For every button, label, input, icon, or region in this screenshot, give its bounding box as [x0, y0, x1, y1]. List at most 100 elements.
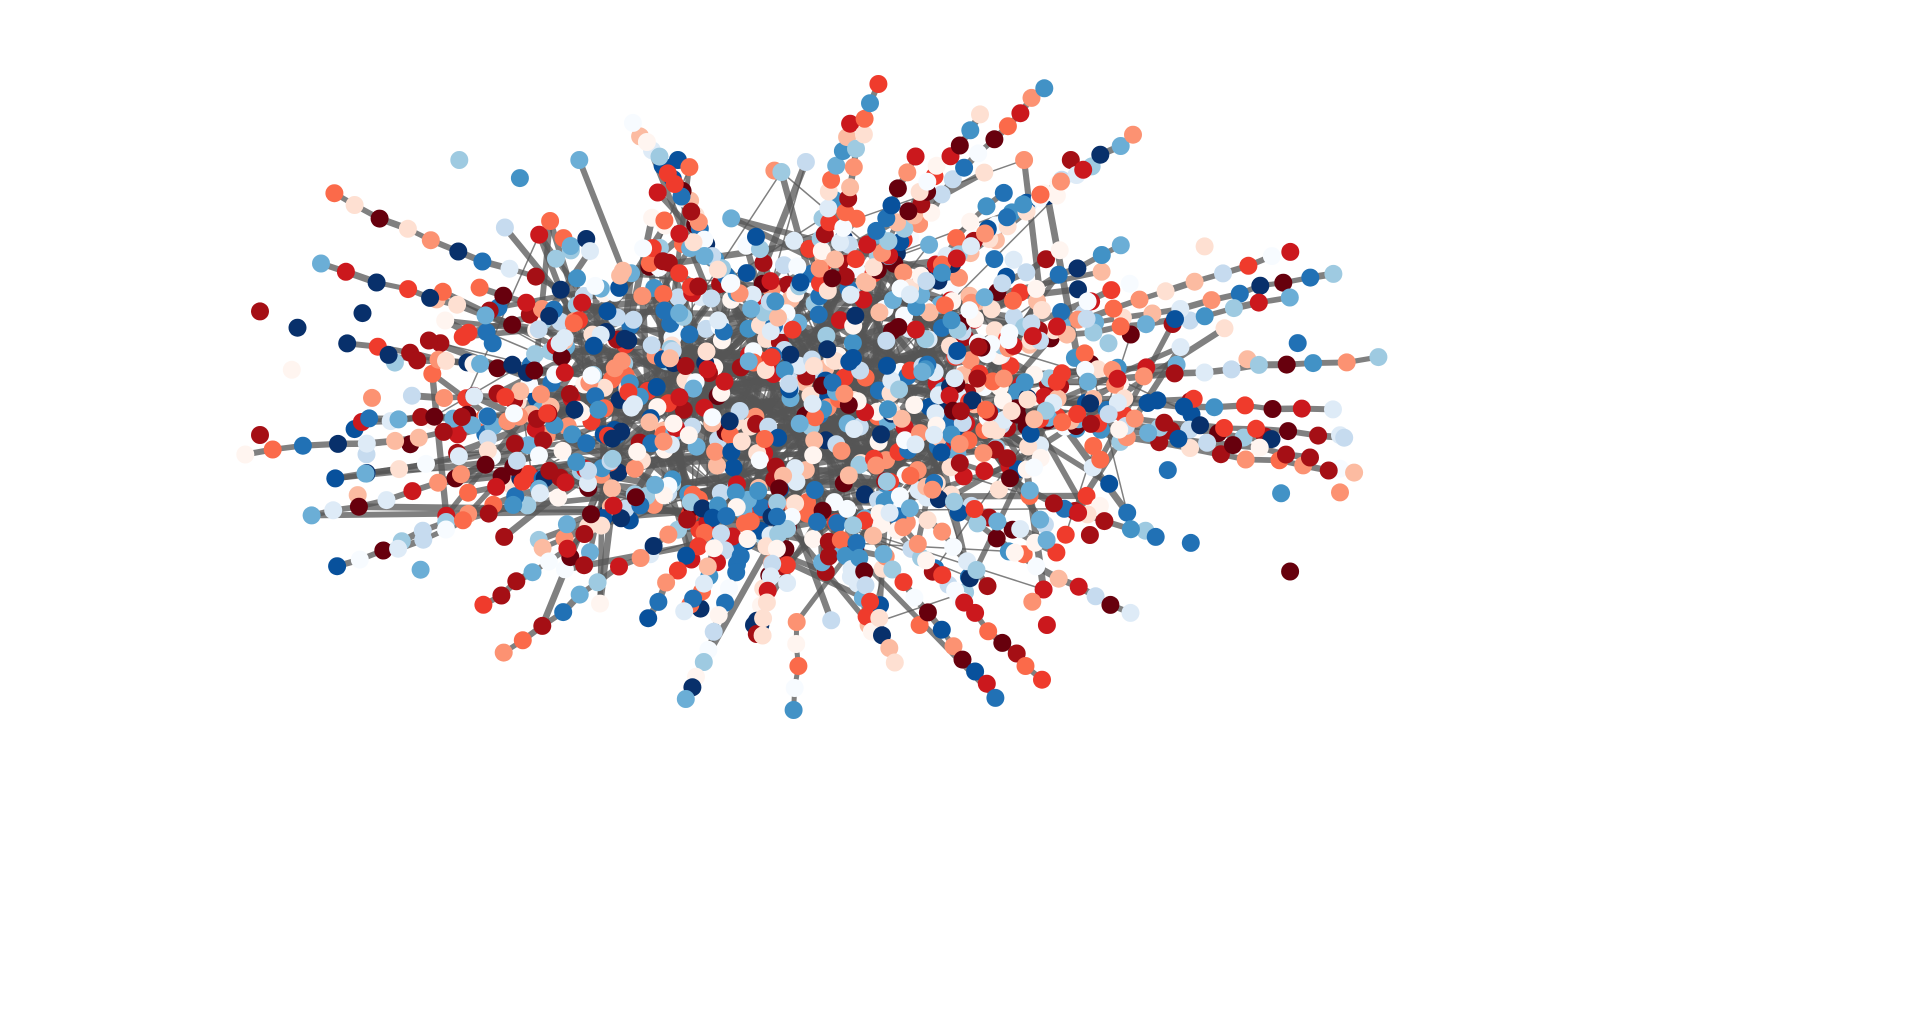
graph-node: [570, 151, 589, 169]
graph-node: [838, 499, 857, 518]
graph-node: [1037, 250, 1055, 269]
graph-node: [1056, 525, 1075, 544]
graph-node: [892, 409, 911, 428]
graph-node: [657, 573, 676, 592]
graph-node: [370, 209, 389, 228]
graph-node: [831, 530, 850, 549]
graph-node: [787, 635, 806, 653]
graph-node: [532, 385, 550, 404]
graph-node: [877, 331, 896, 350]
graph-node: [529, 320, 548, 339]
graph-node: [969, 144, 988, 163]
graph-node: [684, 589, 703, 608]
graph-node: [414, 530, 433, 549]
graph-node: [575, 525, 594, 543]
graph-edge: [1089, 363, 1128, 513]
graph-node: [492, 586, 511, 605]
graph-node: [1195, 363, 1214, 382]
graph-node: [831, 233, 850, 252]
graph-node: [754, 253, 773, 272]
graph-node: [474, 595, 493, 614]
graph-node: [563, 425, 582, 444]
graph-node: [1171, 338, 1190, 357]
graph-node: [1077, 486, 1096, 505]
graph-node: [1084, 437, 1103, 455]
graph-node: [1049, 265, 1068, 284]
graph-node: [1086, 587, 1105, 606]
graph-node: [338, 334, 357, 353]
graph-node: [843, 333, 862, 352]
graph-node: [985, 130, 1004, 149]
graph-node: [1236, 450, 1255, 469]
graph-node: [944, 538, 963, 556]
graph-node: [558, 539, 577, 558]
graph-node: [789, 657, 808, 675]
graph-node: [731, 547, 750, 566]
graph-node: [421, 288, 440, 307]
graph-node: [994, 183, 1013, 202]
graph-node: [689, 277, 708, 296]
graph-node: [1236, 396, 1254, 415]
graph-node: [1125, 409, 1144, 428]
graph-node: [783, 320, 802, 339]
graph-node: [932, 620, 951, 639]
graph-node: [1110, 420, 1129, 439]
graph-node: [478, 441, 497, 460]
graph-node: [877, 472, 896, 491]
graph-node: [1222, 360, 1241, 379]
graph-node: [961, 121, 980, 140]
graph-node: [722, 274, 741, 292]
graph-node: [870, 303, 889, 322]
graph-node: [841, 114, 860, 133]
graph-node: [631, 549, 650, 567]
graph-node: [918, 172, 937, 191]
graph-node: [1139, 423, 1158, 442]
graph-node: [822, 170, 841, 189]
graph-node: [1014, 195, 1033, 214]
graph-node: [664, 414, 683, 433]
graph-node: [653, 252, 672, 271]
graph-node: [661, 349, 679, 368]
graph-node: [1033, 301, 1051, 319]
graph-node: [864, 526, 883, 545]
graph-node: [998, 117, 1017, 136]
graph-node: [1277, 355, 1296, 374]
graph-node: [419, 331, 438, 350]
graph-node: [604, 496, 623, 515]
graph-node: [1345, 463, 1364, 482]
graph-node: [905, 396, 924, 414]
graph-node: [703, 508, 722, 527]
graph-node: [1249, 293, 1268, 312]
graph-node: [655, 211, 674, 230]
graph-node: [890, 380, 909, 399]
graph-node: [976, 400, 995, 419]
graph-node: [459, 483, 478, 502]
graph-node: [655, 301, 674, 320]
graph-node: [920, 235, 939, 254]
graph-node: [390, 460, 409, 479]
graph-node: [858, 235, 877, 254]
graph-node: [684, 233, 703, 252]
graph-node: [1075, 344, 1094, 363]
graph-node: [549, 488, 568, 507]
graph-node: [598, 302, 617, 321]
graph-node: [679, 426, 698, 445]
graph-node: [787, 613, 806, 631]
graph-node: [1134, 367, 1153, 386]
graph-node: [834, 218, 853, 237]
graph-node: [1262, 247, 1281, 266]
graph-node: [483, 334, 502, 353]
graph-node: [1091, 145, 1110, 164]
graph-node: [511, 382, 530, 401]
graph-node: [882, 196, 901, 215]
graph-node: [979, 622, 998, 641]
graph-node: [676, 690, 695, 708]
graph-node: [573, 293, 592, 312]
graph-node: [772, 163, 791, 181]
graph-node: [670, 388, 689, 407]
graph-node: [302, 506, 321, 525]
graph-node: [625, 459, 644, 478]
graph-node: [918, 603, 937, 622]
graph-node: [412, 408, 431, 426]
graph-node: [603, 429, 622, 448]
